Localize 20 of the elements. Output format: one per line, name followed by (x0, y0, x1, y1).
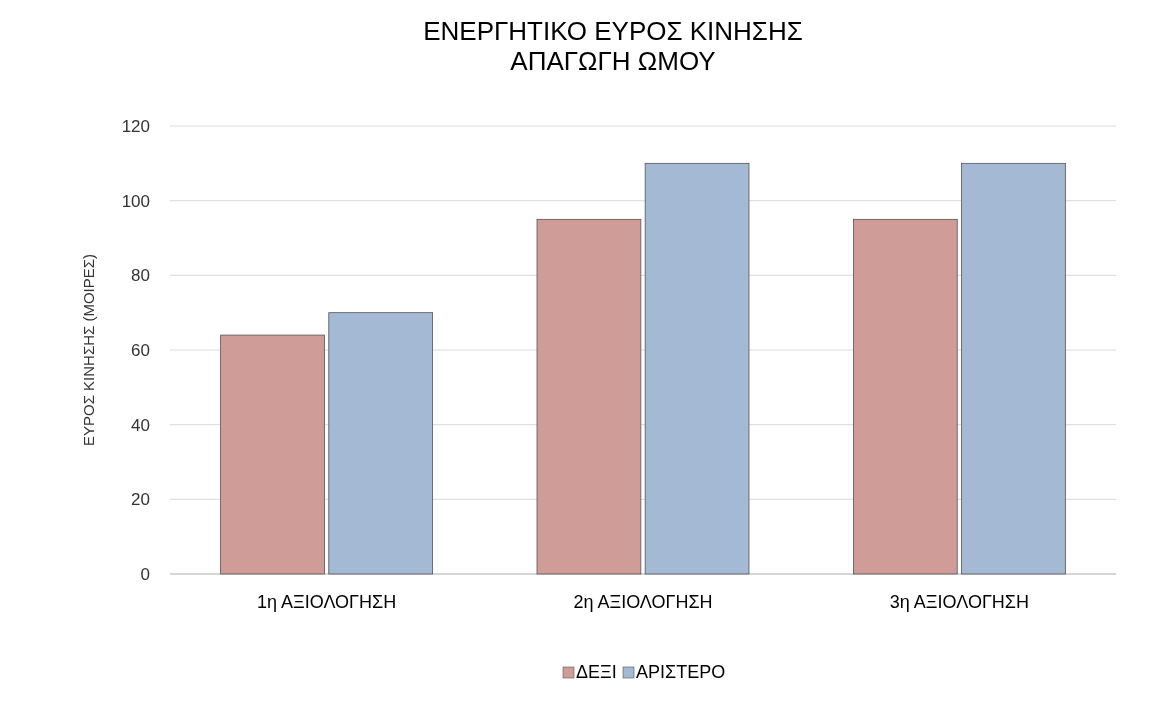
x-tick-label: 1η ΑΞΙΟΛΟΓΗΣΗ (257, 592, 397, 612)
bar (536, 218, 642, 575)
y-tick-label: 60 (131, 340, 150, 360)
y-tick-label: 80 (131, 266, 150, 286)
y-tick-label: 40 (131, 415, 150, 435)
y-tick-label: 100 (121, 191, 150, 211)
y-axis-title: ΕΥΡΟΣ ΚΙΝΗΣΗΣ (ΜΟΙΡΕΣ) (80, 253, 97, 447)
bar (961, 162, 1066, 575)
y-tick-label: 20 (131, 490, 150, 510)
x-tick-label: 2η ΑΞΙΟΛΟΓΗΣΗ (573, 592, 713, 612)
y-tick-label: 120 (121, 116, 150, 136)
legend-label: ΔΕΞΙ (576, 662, 617, 682)
legend-label: ΑΡΙΣΤΕΡΟ (636, 662, 726, 682)
bar (328, 312, 433, 575)
bar (644, 162, 750, 575)
bar (220, 334, 325, 575)
y-tick-label: 0 (140, 564, 150, 584)
chart-title: ΕΝΕΡΓΗΤΙΚΟ ΕΥΡΟΣ ΚΙΝΗΣΗΣ ΑΠΑΓΩΓΗ ΩΜΟΥ (423, 16, 803, 76)
x-tick-label: 3η ΑΞΙΟΛΟΓΗΣΗ (889, 592, 1029, 612)
bar (853, 218, 958, 575)
